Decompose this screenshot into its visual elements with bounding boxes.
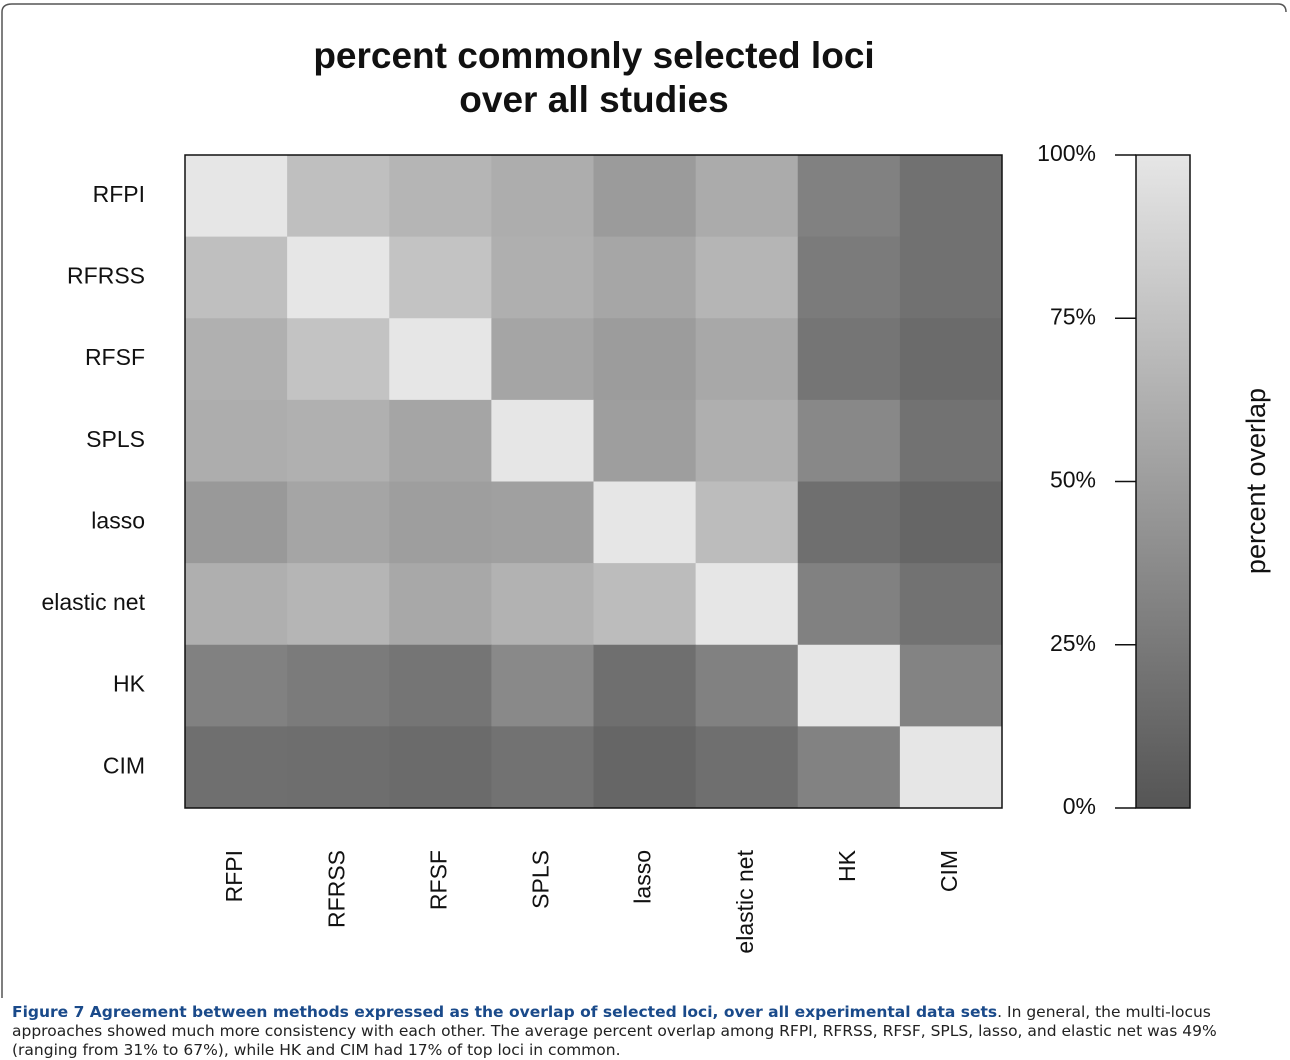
colorbar-tick-label: 75% xyxy=(1050,303,1096,329)
cell xyxy=(797,155,901,238)
chart-title: percent commonly selected loci xyxy=(313,35,874,76)
cell xyxy=(797,563,901,646)
cell xyxy=(389,399,492,482)
cell xyxy=(899,236,1003,319)
cell xyxy=(695,726,799,809)
cell xyxy=(185,399,288,482)
cell xyxy=(695,563,799,646)
cell xyxy=(389,563,492,646)
cell xyxy=(287,236,390,319)
cell xyxy=(695,155,799,238)
cell xyxy=(185,481,288,564)
cell xyxy=(287,155,390,238)
cell xyxy=(797,481,901,564)
cell xyxy=(593,563,697,646)
x-tick-label: lasso xyxy=(630,850,656,904)
caption: Figure 7 Agreement between methods expre… xyxy=(12,1003,1280,1060)
frame xyxy=(1,3,1287,998)
cell xyxy=(389,155,492,238)
cell xyxy=(491,236,594,319)
caption-text: . In general, the multi-locus approaches… xyxy=(12,1003,1217,1059)
cell xyxy=(491,481,594,564)
cell xyxy=(185,236,288,319)
cell xyxy=(899,481,1003,564)
cell xyxy=(491,155,594,238)
cell xyxy=(593,481,697,564)
cell xyxy=(185,318,288,401)
x-tick-label: SPLS xyxy=(528,850,554,909)
cell xyxy=(797,399,901,482)
x-tick-label: HK xyxy=(834,849,860,882)
cell xyxy=(797,726,901,809)
cell xyxy=(185,644,288,727)
cell xyxy=(593,318,697,401)
cell xyxy=(593,726,697,809)
cell xyxy=(695,644,799,727)
cell xyxy=(593,236,697,319)
y-tick-label: lasso xyxy=(91,507,145,533)
colorbar-label: percent overlap xyxy=(1241,388,1271,574)
cell xyxy=(287,726,390,809)
cell xyxy=(593,399,697,482)
cell xyxy=(899,318,1003,401)
cell xyxy=(899,399,1003,482)
colorbar-tick-label: 0% xyxy=(1063,793,1096,819)
cell xyxy=(287,318,390,401)
chart: percent commonly selected loci over all … xyxy=(1,3,1287,998)
cell xyxy=(389,644,492,727)
cell xyxy=(593,155,697,238)
cell xyxy=(491,399,594,482)
cell xyxy=(389,236,492,319)
caption-heading: Figure 7 Agreement between methods expre… xyxy=(12,1003,998,1021)
cell xyxy=(389,481,492,564)
plot-border xyxy=(184,154,1003,809)
cell xyxy=(287,563,390,646)
cell xyxy=(695,318,799,401)
cell xyxy=(491,563,594,646)
y-tick-label: SPLS xyxy=(86,426,145,452)
cell xyxy=(389,318,492,401)
cell xyxy=(389,726,492,809)
x-tick-label: RFRSS xyxy=(323,850,349,928)
cell xyxy=(899,563,1003,646)
cell xyxy=(491,644,594,727)
cell xyxy=(185,726,288,809)
cell xyxy=(899,155,1003,238)
cell xyxy=(185,563,288,646)
cell xyxy=(491,726,594,809)
colorbar xyxy=(1135,154,1191,809)
x-tick-label: RFSF xyxy=(425,850,451,910)
cell xyxy=(287,399,390,482)
y-tick-label: HK xyxy=(113,671,146,697)
y-tick-label: RFSF xyxy=(85,344,145,370)
cell xyxy=(491,318,594,401)
y-tick-label: RFRSS xyxy=(67,263,145,289)
cell xyxy=(899,644,1003,727)
x-tick-label: elastic net xyxy=(732,849,758,953)
colorbar-tick-label: 50% xyxy=(1050,467,1096,493)
chart-title: over all studies xyxy=(459,79,728,120)
x-tick-label: CIM xyxy=(936,850,962,892)
cell xyxy=(287,481,390,564)
y-tick-label: RFPI xyxy=(93,181,145,207)
cell xyxy=(899,726,1003,809)
colorbar-tick-label: 25% xyxy=(1050,630,1096,656)
colorbar-tick-label: 100% xyxy=(1037,140,1096,166)
cell xyxy=(185,155,288,238)
cell xyxy=(287,644,390,727)
y-tick-label: CIM xyxy=(103,752,145,778)
cell xyxy=(797,236,901,319)
cell xyxy=(695,481,799,564)
x-tick-label: RFPI xyxy=(221,850,247,902)
cell xyxy=(695,399,799,482)
y-tick-label: elastic net xyxy=(41,589,145,615)
cell xyxy=(797,318,901,401)
cell xyxy=(593,644,697,727)
cell xyxy=(797,644,901,727)
cell xyxy=(695,236,799,319)
